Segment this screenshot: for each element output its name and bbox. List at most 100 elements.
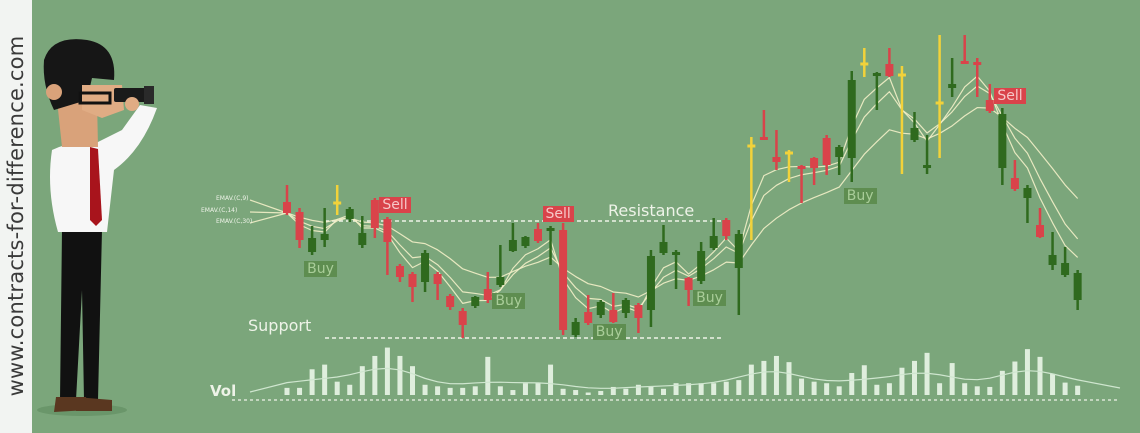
buy-signal-tag: Buy [592,324,626,340]
candle-body [672,252,681,255]
candle-body [320,234,329,240]
candle-body [810,158,819,168]
volume-bar [836,386,842,395]
candle-body [295,212,304,240]
volume-bar [485,356,491,395]
candle-body [496,277,505,285]
volume-bar [799,378,805,395]
candle-body [458,311,467,325]
buy-signal-tag: Buy [843,188,877,204]
ema-line-14 [249,85,1079,310]
volume-bar [861,365,867,395]
candle-body [659,242,668,253]
volume-bar [635,384,641,395]
candle-body [1010,178,1019,189]
volume-bar [1050,373,1056,395]
candle-body [722,220,731,236]
volume-label: Vol [210,382,237,400]
volume-bar [497,386,503,395]
candle-body [483,289,492,300]
volume-bar [937,383,943,395]
volume-bar [585,392,591,395]
buy-signal-tag: Buy [492,293,526,309]
candle-body [1073,273,1082,300]
candle-body [973,62,982,65]
candle-body [471,297,480,306]
ema-label-14: EMAV.(C,14) [201,207,238,214]
candle-body [1036,225,1044,237]
volume-bar [698,383,704,395]
candle-body [1023,188,1032,198]
candle-body [785,151,793,155]
trader-with-binoculars-illustration [37,39,157,416]
candle-body [370,200,379,228]
candle-body [923,165,932,168]
volume-bar [522,383,528,395]
volume-bar [347,384,353,395]
volume-bar [912,360,917,395]
candle-body [747,144,756,148]
volume-bar [824,383,830,395]
candle-body [584,312,593,323]
candle-body [534,229,542,241]
volume-bar [1012,361,1018,395]
candle-body [446,296,455,307]
volume-bar [736,380,742,395]
volume-bar [322,364,328,395]
volume-bar [560,388,566,395]
candle-body [860,62,869,66]
candle-body [885,64,894,76]
buy-signal-tag: Buy [304,261,337,277]
volume-curve [249,367,1121,393]
volume-bar [886,383,892,395]
ema-label-30: EMAV.(C,30) [216,218,253,225]
candle-body [960,61,969,64]
volume-bar [786,362,792,395]
candle-body [847,80,856,158]
volume-bar [510,390,516,395]
volume-bar [723,381,729,395]
ema-label-9: EMAV.(C,9) [216,195,249,202]
candle-body [333,201,342,205]
volume-bar [849,372,855,395]
volume-bar [435,386,441,395]
candle-body [571,322,580,335]
candle-body [433,274,442,284]
candle-body [521,237,530,246]
volume-bar [284,387,290,395]
volume-bar [899,367,905,395]
volume-bar [1075,385,1081,395]
support-label: Support [248,316,312,335]
candle-body [508,240,517,251]
volume-bar [548,364,554,395]
volume-bar [422,384,428,395]
volume-bar [874,384,880,395]
volume-bar [535,382,541,395]
candle-body [408,274,417,287]
candle-body [822,138,831,165]
candle-body [835,147,844,157]
volume-bar [309,369,315,395]
volume-bar [1062,382,1068,395]
buy-signal-tag: Buy [693,290,726,306]
candle-body [358,233,367,245]
volume-bar [648,386,654,395]
candle-body [935,101,944,105]
candle-body [797,166,806,169]
volume-bar [573,390,579,395]
volume-bar [410,366,415,395]
candle-body [709,236,718,248]
volume-bar [673,383,679,395]
volume-bar [297,387,303,395]
candle-body [421,253,430,282]
candle-body [383,219,392,242]
volume-bar [610,386,616,395]
volume-bar [686,383,692,395]
candle-body [697,251,706,281]
sell-signal-tag: Sell [542,206,574,222]
candle-body [772,157,781,162]
resistance-label: Resistance [608,201,695,220]
candle-body [345,209,354,219]
candle-body [621,300,630,313]
